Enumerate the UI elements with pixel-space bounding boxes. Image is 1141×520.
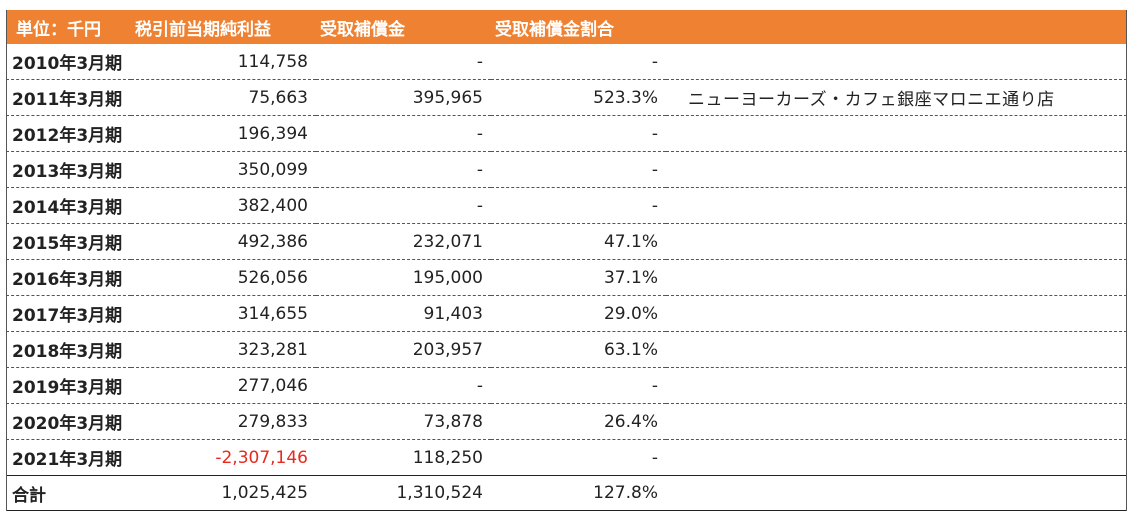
row-profit: 114,758 xyxy=(131,44,316,80)
row-label: 2015年3月期 xyxy=(6,223,131,260)
row-label: 2014年3月期 xyxy=(6,187,131,224)
header-row: 単位：千円 税引前当期純利益 受取補償金 受取補償金割合 xyxy=(6,10,1127,44)
row-compensation: - xyxy=(316,44,491,80)
row-ratio: 26.4% xyxy=(491,403,666,440)
row-note xyxy=(666,223,1127,260)
row-compensation: 203,957 xyxy=(316,331,491,368)
header-pretax-profit: 税引前当期純利益 xyxy=(131,10,316,44)
row-ratio: 523.3% xyxy=(491,79,666,116)
row-profit: 279,833 xyxy=(131,403,316,440)
row-profit: 75,663 xyxy=(131,79,316,116)
row-profit: 492,386 xyxy=(131,223,316,260)
row-profit: 277,046 xyxy=(131,367,316,404)
table-row: 2012年3月期 196,394- - xyxy=(6,115,1127,152)
row-compensation: - xyxy=(316,115,491,152)
row-ratio: 47.1% xyxy=(491,223,666,260)
row-ratio: 37.1% xyxy=(491,259,666,296)
total-note xyxy=(666,475,1127,511)
row-note xyxy=(666,367,1127,404)
row-label: 2019年3月期 xyxy=(6,367,131,404)
table-row: 2010年3月期 114,758- - xyxy=(6,44,1127,80)
total-ratio: 127.8% xyxy=(491,475,666,511)
table-row: 2021年3月期 -2,307,146 118,250- xyxy=(6,439,1127,476)
row-label: 2021年3月期 xyxy=(6,439,131,476)
row-ratio: - xyxy=(491,439,666,476)
row-label: 2018年3月期 xyxy=(6,331,131,368)
table-row: 2016年3月期 526,056 195,000 37.1% xyxy=(6,259,1127,296)
header-note xyxy=(666,10,1127,44)
row-note xyxy=(666,259,1127,296)
row-compensation: - xyxy=(316,151,491,188)
row-compensation: 195,000 xyxy=(316,259,491,296)
row-profit: 314,655 xyxy=(131,295,316,332)
row-profit: 382,400 xyxy=(131,187,316,224)
row-label: 2017年3月期 xyxy=(6,295,131,332)
table-row: 2011年3月期 75,663 395,965 523.3% ニューヨーカーズ・カフェ銀… xyxy=(6,79,1127,116)
table-row: 2018年3月期 323,281 203,957 63.1% xyxy=(6,331,1127,368)
total-compensation: 1,310,524 xyxy=(316,475,491,511)
spreadsheet-table-container: 単位：千円 税引前当期純利益 受取補償金 受取補償金割合 2010年3月期 114… xyxy=(6,10,1127,511)
row-note xyxy=(666,403,1127,440)
header-compensation-ratio: 受取補償金割合 xyxy=(491,10,666,44)
table-row: 2013年3月期 350,099- - xyxy=(6,151,1127,188)
row-label: 2016年3月期 xyxy=(6,259,131,296)
row-note xyxy=(666,187,1127,224)
total-label: 合計 xyxy=(6,475,131,511)
total-profit: 1,025,425 xyxy=(131,475,316,511)
row-note xyxy=(666,331,1127,368)
row-label: 2013年3月期 xyxy=(6,151,131,188)
row-compensation: - xyxy=(316,367,491,404)
row-note xyxy=(666,295,1127,332)
table-row: 2014年3月期 382,400- - xyxy=(6,187,1127,224)
row-profit: 526,056 xyxy=(131,259,316,296)
table-row: 2020年3月期 279,833 73,878 26.4% xyxy=(6,403,1127,440)
row-ratio: - xyxy=(491,44,666,80)
row-note xyxy=(666,151,1127,188)
total-row: 合計 1,025,425 1,310,524 127.8% xyxy=(6,475,1127,511)
row-ratio: - xyxy=(491,115,666,152)
row-note xyxy=(666,439,1127,476)
row-note: ニューヨーカーズ・カフェ銀座マロニエ通り店 xyxy=(666,79,1127,116)
row-label: 2020年3月期 xyxy=(6,403,131,440)
row-compensation: 73,878 xyxy=(316,403,491,440)
row-ratio: - xyxy=(491,187,666,224)
table-row: 2015年3月期 492,386 232,071 47.1% xyxy=(6,223,1127,260)
row-profit: 196,394 xyxy=(131,115,316,152)
row-note xyxy=(666,115,1127,152)
row-note xyxy=(666,44,1127,80)
row-label: 2010年3月期 xyxy=(6,44,131,80)
header-unit: 単位：千円 xyxy=(6,10,131,44)
compensation-table: 単位：千円 税引前当期純利益 受取補償金 受取補償金割合 2010年3月期 114… xyxy=(6,10,1127,511)
row-profit: 323,281 xyxy=(131,331,316,368)
table-row: 2017年3月期 314,655 91,403 29.0% xyxy=(6,295,1127,332)
row-compensation: 232,071 xyxy=(316,223,491,260)
row-ratio: - xyxy=(491,367,666,404)
row-compensation: 91,403 xyxy=(316,295,491,332)
row-ratio: - xyxy=(491,151,666,188)
row-label: 2011年3月期 xyxy=(6,79,131,116)
row-profit: 350,099 xyxy=(131,151,316,188)
row-compensation: 395,965 xyxy=(316,79,491,116)
row-compensation: - xyxy=(316,187,491,224)
table-row: 2019年3月期 277,046- - xyxy=(6,367,1127,404)
header-compensation: 受取補償金 xyxy=(316,10,491,44)
row-label: 2012年3月期 xyxy=(6,115,131,152)
row-compensation: 118,250 xyxy=(316,439,491,476)
row-profit: -2,307,146 xyxy=(131,439,316,476)
row-ratio: 63.1% xyxy=(491,331,666,368)
row-ratio: 29.0% xyxy=(491,295,666,332)
